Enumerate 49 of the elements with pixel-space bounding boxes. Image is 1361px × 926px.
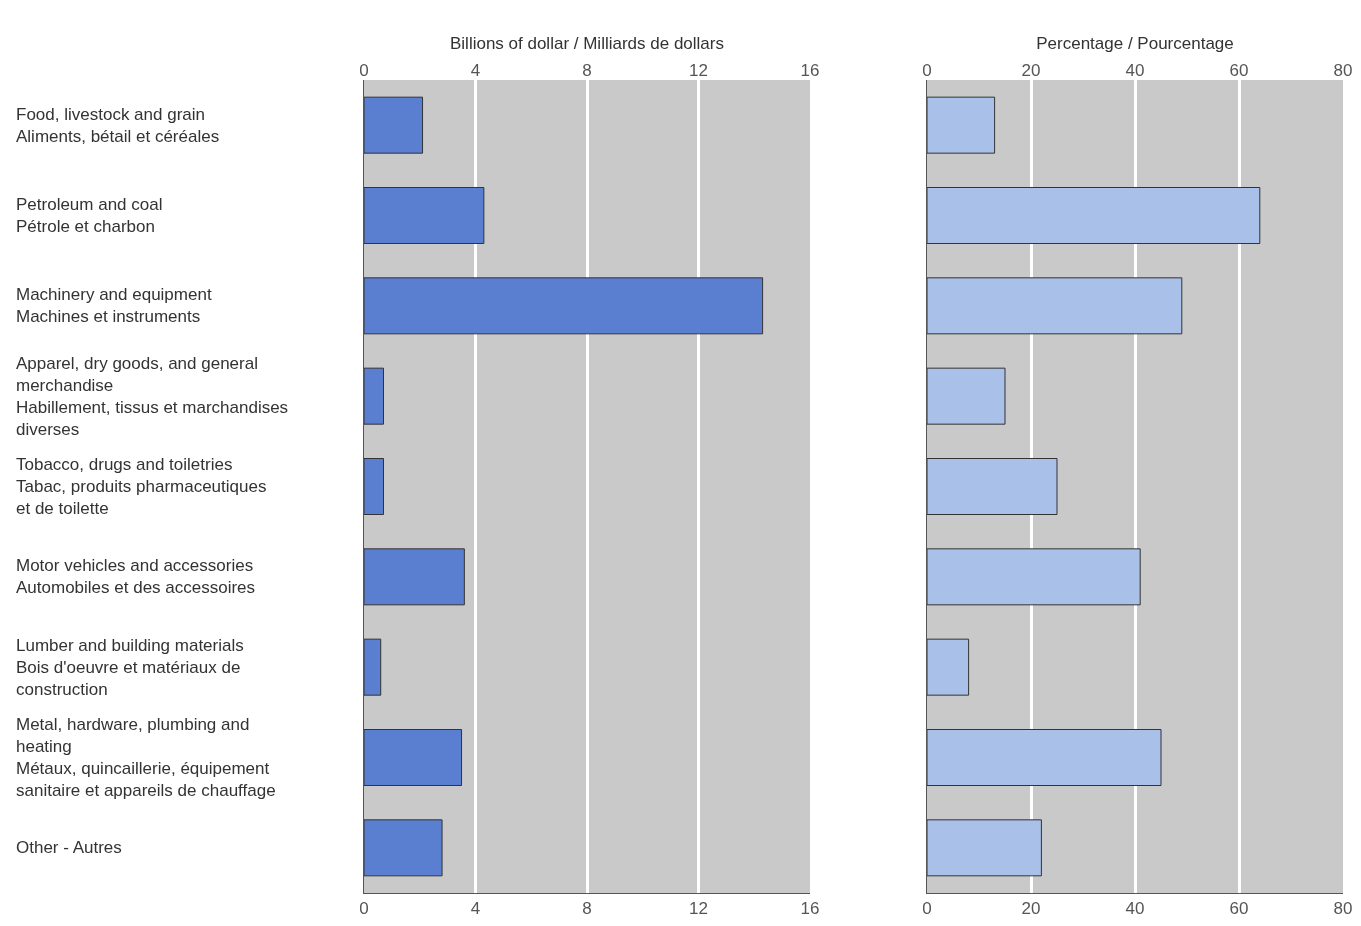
y-tick-label: Other - Autres bbox=[16, 838, 122, 857]
bar bbox=[364, 367, 385, 425]
y-tick-label: Machinery and equipment Machines et instruments bbox=[16, 285, 212, 327]
y-tick-label: Metal, hardware, plumbing and heating Métaux, quincaillerie, équipement sanitaire et appareils de chauffage bbox=[16, 715, 276, 801]
x-tick-label: 40 bbox=[1125, 60, 1145, 80]
y-tick-label: Apparel, dry goods, and general merchandise Habillement, tissus et marchandises diverses bbox=[16, 354, 289, 440]
bar bbox=[927, 638, 970, 696]
bar bbox=[364, 729, 463, 786]
bar bbox=[927, 367, 1006, 425]
bar bbox=[927, 187, 1261, 244]
y-tick-label: Petroleum and coal Pétrole et charbon bbox=[16, 195, 163, 237]
x2-tick-label: 20 bbox=[1021, 899, 1041, 919]
x2-tick-label: 0 bbox=[359, 899, 369, 919]
x2-tick-label: 40 bbox=[1125, 899, 1145, 919]
x2-axis-title: Billions of dollar / Milliards de dollars bbox=[449, 34, 725, 54]
bar bbox=[364, 96, 424, 154]
bar bbox=[364, 638, 382, 696]
y-tick-label: Tobacco, drugs and toiletries Tabac, produits pharmaceutiques et de toilette bbox=[16, 455, 267, 519]
y-tick-label: Food, livestock and grain Aliments, bétail et céréales bbox=[16, 105, 220, 147]
bar bbox=[927, 548, 1141, 606]
x2-tick-label: 4 bbox=[470, 899, 481, 919]
x-tick-label: 12 bbox=[689, 60, 708, 80]
bar bbox=[927, 729, 1162, 786]
bar bbox=[927, 277, 1183, 335]
bar bbox=[927, 96, 996, 154]
bar bbox=[364, 458, 385, 515]
x2-tick-label: 0 bbox=[922, 899, 932, 919]
x2-tick-label: 80 bbox=[1333, 899, 1353, 919]
bar bbox=[364, 187, 485, 244]
x-tick-label: 60 bbox=[1229, 60, 1249, 80]
x-tick-label: 4 bbox=[470, 60, 481, 80]
y-tick-label: Motor vehicles and accessories Automobiles et des accessoires bbox=[16, 556, 256, 598]
y-tick-label: Lumber and building materials Bois d'oeuvre et matériaux de construction bbox=[16, 636, 244, 700]
x-tick-label: 20 bbox=[1021, 60, 1041, 80]
x-tick-label: 0 bbox=[359, 60, 369, 80]
x2-tick-label: 16 bbox=[800, 899, 820, 919]
x2-tick-label: 12 bbox=[689, 899, 708, 919]
x-tick-label: 16 bbox=[800, 60, 820, 80]
x2-axis-title: Percentage / Pourcentage bbox=[1036, 34, 1234, 54]
bar bbox=[364, 819, 443, 877]
x-tick-label: 8 bbox=[582, 60, 592, 80]
x2-tick-label: 60 bbox=[1229, 899, 1249, 919]
bar bbox=[927, 458, 1058, 515]
x2-tick-label: 8 bbox=[582, 899, 592, 919]
x-tick-label: 0 bbox=[922, 60, 932, 80]
x-tick-label: 80 bbox=[1333, 60, 1353, 80]
bar bbox=[364, 277, 764, 335]
bar bbox=[927, 819, 1042, 877]
bar bbox=[364, 548, 465, 606]
